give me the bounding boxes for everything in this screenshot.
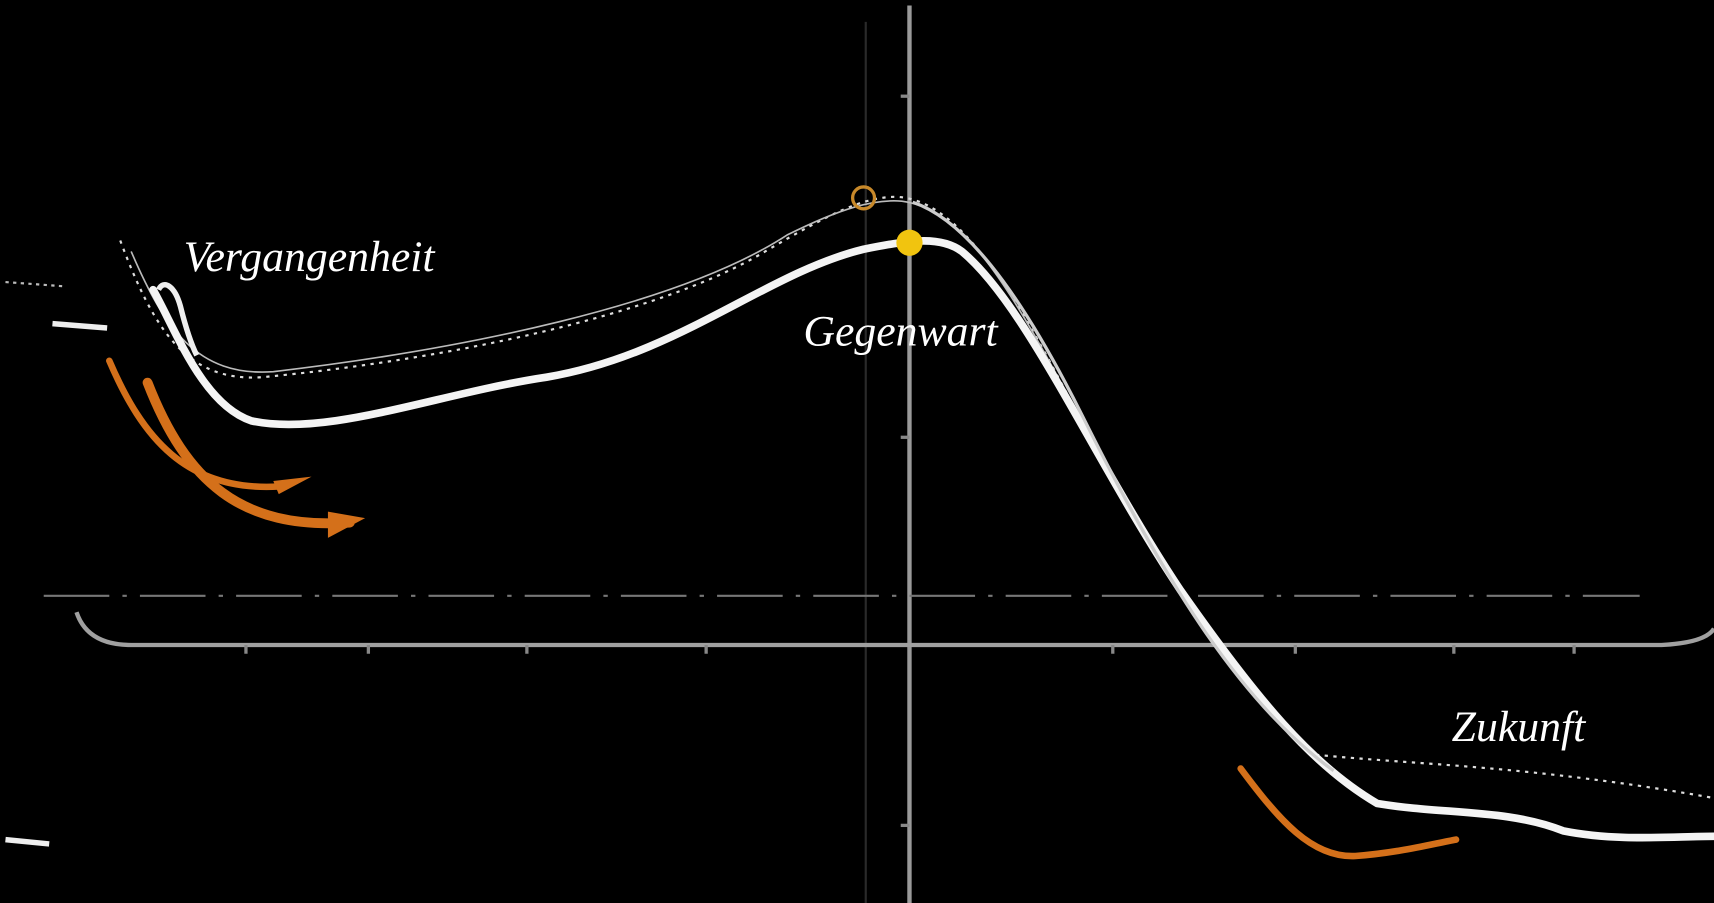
scene: Vergangenheit Gegenwart Zukunft: [0, 0, 1714, 903]
label-future: Zukunft: [1452, 703, 1587, 751]
label-present: Gegenwart: [803, 307, 999, 355]
present-marker: [896, 230, 922, 256]
page: Vergangenheit Gegenwart Zukunft (() => {…: [0, 0, 1714, 903]
label-past: Vergangenheit: [184, 233, 437, 281]
background: [0, 0, 1714, 903]
